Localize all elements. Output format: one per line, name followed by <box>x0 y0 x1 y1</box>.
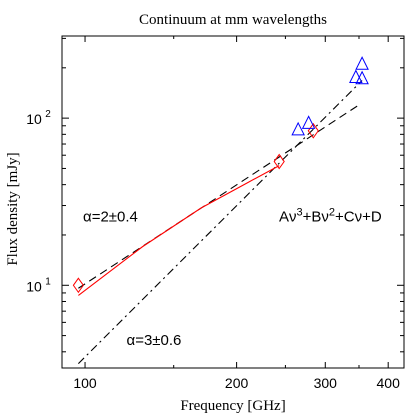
x-tick-label: 300 <box>314 375 338 391</box>
y-tick-exponent: 2 <box>45 109 51 120</box>
triangle-point <box>355 56 369 70</box>
y-axis-label: Flux density [mJy] <box>5 152 21 265</box>
x-tick-label: 400 <box>377 375 401 391</box>
y-tick-label: 10 <box>26 111 42 127</box>
dashdot-fit-line <box>77 80 363 364</box>
formula-term: +Bν <box>303 209 329 226</box>
formula-exponent: 3 <box>297 207 303 219</box>
polynomial-formula: Aν3+Bν2+Cν+D <box>279 207 382 226</box>
y-tick-exponent: 1 <box>45 276 51 287</box>
axes-frame <box>61 35 405 369</box>
x-tick-label: 100 <box>73 375 97 391</box>
formula-term: Aν <box>279 209 297 226</box>
solid-fit-line <box>78 165 280 296</box>
diamond-point <box>72 277 84 294</box>
y-tick-label: 10 <box>26 278 42 294</box>
alpha-annotation: α=2±0.4 <box>83 209 138 226</box>
diamond-point <box>273 153 285 170</box>
formula-term: +Cν+D <box>335 209 382 226</box>
triangle-point <box>355 70 369 85</box>
alpha-annotation: α=3±0.6 <box>127 332 182 349</box>
triangle-point <box>291 121 305 136</box>
formula-exponent: 2 <box>329 207 335 219</box>
x-axis-label: Frequency [GHz] <box>180 398 285 414</box>
chart-title: Continuum at mm wavelengths <box>139 12 327 28</box>
triangle-point <box>301 115 316 129</box>
x-tick-label: 200 <box>225 375 249 391</box>
triangle-point <box>349 69 363 84</box>
